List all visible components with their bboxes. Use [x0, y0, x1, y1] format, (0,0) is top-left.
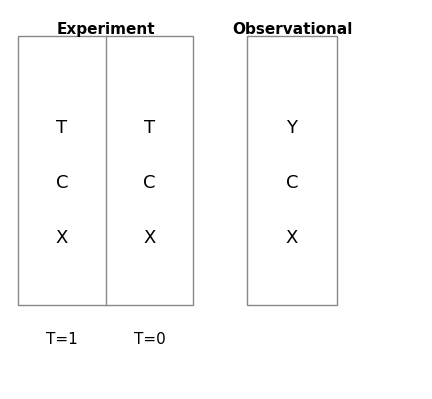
Text: Observational: Observational	[232, 22, 352, 37]
Text: X: X	[56, 229, 68, 247]
Text: Experiment: Experiment	[56, 22, 155, 37]
Text: T=1: T=1	[46, 332, 78, 347]
Text: C: C	[143, 174, 156, 192]
Text: T=0: T=0	[133, 332, 165, 347]
Bar	[18, 36, 193, 305]
Text: C: C	[56, 174, 68, 192]
Text: X: X	[286, 229, 298, 247]
Bar	[247, 36, 337, 305]
Text: T: T	[144, 119, 155, 137]
Text: Y: Y	[286, 119, 298, 137]
Text: X: X	[143, 229, 156, 247]
Text: C: C	[286, 174, 298, 192]
Text: T: T	[57, 119, 67, 137]
